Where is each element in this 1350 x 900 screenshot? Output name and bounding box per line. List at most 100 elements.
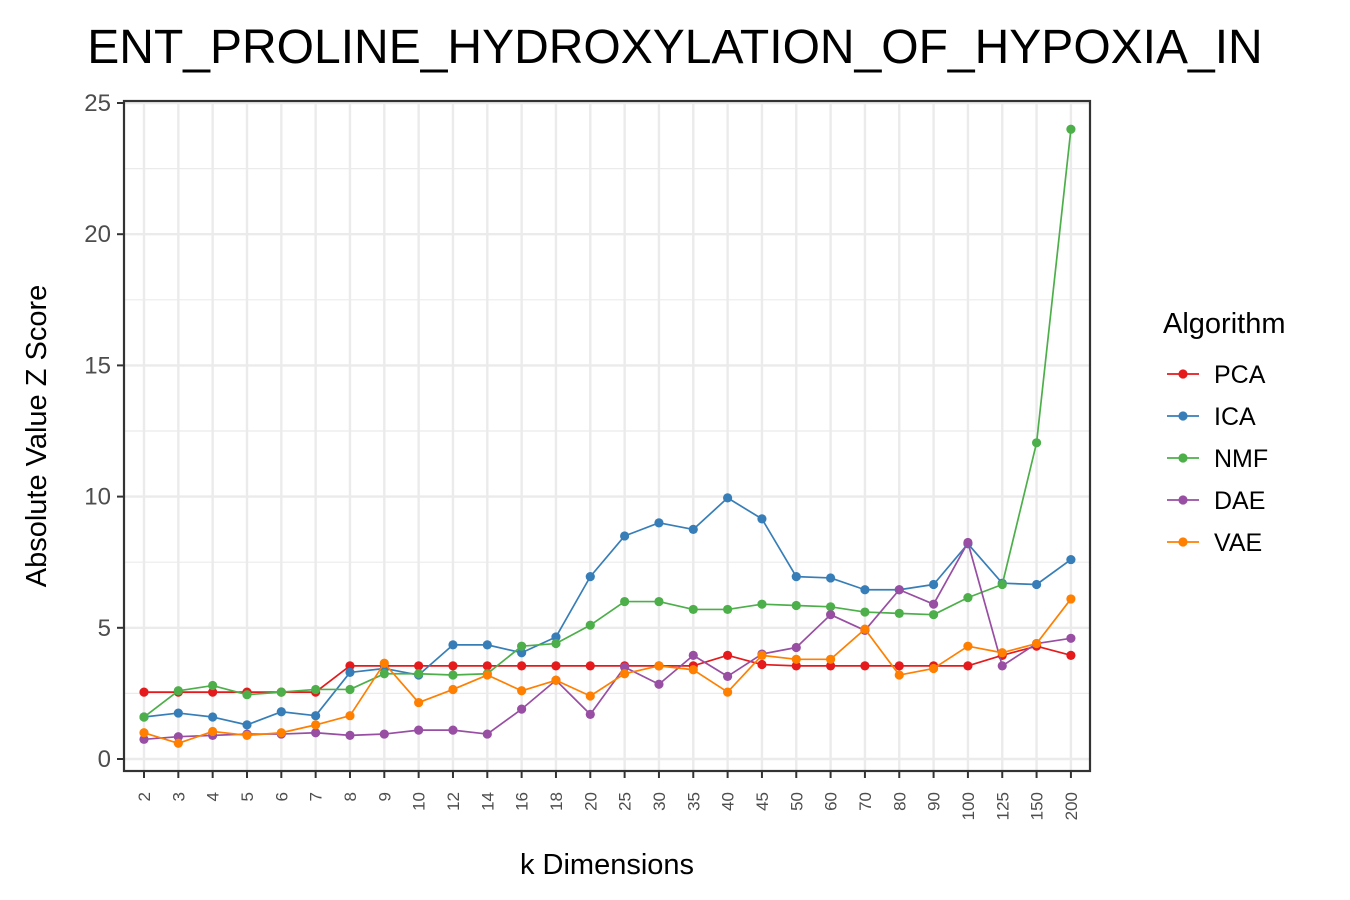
data-point-pca [826, 661, 836, 671]
data-point-nmf [654, 596, 664, 607]
legend-item-ica: ICA [1167, 403, 1256, 431]
chart-title: ENT_PROLINE_HYDROXYLATION_OF_HYPOXIA_IN [87, 21, 1262, 74]
x-tick-label: 50 [787, 792, 806, 811]
x-tick-label: 35 [684, 792, 703, 811]
x-tick-label: 25 [616, 792, 635, 811]
data-point-nmf [517, 641, 527, 651]
data-point-pca [208, 687, 218, 697]
legend: Algorithm PCA ICA NMF DAE VAE [1163, 308, 1286, 557]
data-point-ica [620, 531, 630, 541]
series-line-pca [144, 645, 1072, 693]
data-point-nmf [757, 599, 767, 609]
data-point-dae [379, 729, 389, 739]
data-point-dae [517, 704, 527, 714]
data-point-vae [448, 684, 458, 695]
data-point-dae [620, 662, 630, 672]
data-point-vae [860, 624, 870, 634]
data-point-ica [551, 632, 561, 642]
data-point-pca [1066, 650, 1076, 660]
data-point-vae [757, 650, 767, 660]
data-point-pca [791, 661, 801, 671]
data-point-ica [688, 524, 698, 535]
data-point-vae [963, 641, 973, 651]
data-point-pca [585, 661, 595, 671]
data-point-dae [1066, 633, 1076, 643]
data-point-pca [517, 661, 527, 671]
data-point-dae [482, 729, 492, 739]
data-point-nmf [894, 608, 904, 618]
data-point-ica [860, 585, 870, 595]
legend-item-nmf: NMF [1167, 445, 1268, 473]
data-point-vae [517, 686, 527, 696]
data-point-ica [517, 648, 527, 658]
x-tick-label: 9 [375, 792, 394, 801]
data-point-nmf [173, 686, 183, 696]
legend-label: PCA [1214, 361, 1266, 389]
data-point-ica [757, 514, 767, 524]
data-point-ica [585, 572, 595, 582]
legend-key-point [1178, 411, 1188, 421]
data-point-vae [723, 687, 733, 697]
data-point-ica [654, 518, 664, 528]
data-point-vae [826, 654, 836, 664]
data-point-dae [414, 725, 424, 735]
data-point-nmf [997, 579, 1007, 590]
data-point-nmf [963, 593, 973, 603]
data-point-dae [826, 610, 836, 620]
data-point-nmf [414, 669, 424, 679]
data-point-nmf [208, 680, 218, 691]
legend-item-pca: PCA [1167, 361, 1266, 389]
legend-key-point [1178, 495, 1188, 505]
data-point-vae [345, 711, 355, 721]
data-point-nmf [620, 596, 630, 607]
x-tick-label: 200 [1062, 792, 1081, 820]
data-point-ica [242, 720, 252, 730]
series-line-ica [143, 497, 1072, 726]
x-tick-label: 80 [890, 792, 909, 811]
data-point-nmf [551, 638, 561, 649]
data-point-vae [894, 670, 904, 680]
data-point-vae [791, 654, 801, 664]
data-point-vae [654, 661, 664, 671]
x-tick-label: 45 [753, 792, 772, 811]
series-line-vae [143, 598, 1072, 745]
legend-label: NMF [1214, 445, 1268, 473]
x-tick-label: 5 [238, 792, 257, 801]
data-point-pca [139, 687, 149, 697]
grid [124, 101, 1090, 771]
data-point-dae [448, 725, 458, 735]
x-tick-label: 125 [993, 792, 1012, 820]
y-axis: 0 5 10 15 20 25 [84, 90, 124, 773]
data-point-nmf [311, 684, 321, 695]
data-point-vae [688, 665, 698, 675]
legend-label: DAE [1214, 487, 1265, 515]
data-point-dae [963, 537, 973, 548]
panel-border [122, 99, 1092, 773]
data-point-nmf [242, 690, 252, 700]
series-nmf [139, 124, 1076, 722]
data-point-vae [1066, 594, 1076, 604]
y-tick-label: 5 [98, 615, 111, 642]
legend-item-vae: VAE [1167, 529, 1262, 557]
data-point-ica [1031, 579, 1042, 590]
x-tick-label: 2 [135, 792, 154, 801]
x-axis-title: k Dimensions [520, 849, 694, 881]
data-point-pca [963, 661, 973, 671]
x-tick-label: 12 [444, 792, 463, 811]
data-point-vae [242, 730, 252, 740]
legend-key-point [1178, 369, 1188, 379]
data-point-dae [139, 734, 149, 744]
series-line-dae [143, 541, 1072, 741]
data-point-vae [208, 726, 218, 737]
x-tick-label: 70 [856, 792, 875, 811]
x-tick-label: 3 [169, 792, 188, 801]
data-point-vae [928, 663, 939, 674]
x-tick-label: 10 [410, 792, 429, 811]
legend-title: Algorithm [1163, 308, 1286, 340]
data-point-dae [928, 599, 939, 609]
data-point-pca [482, 661, 492, 671]
data-point-ica [311, 711, 321, 721]
x-tick-label: 7 [307, 792, 326, 801]
x-tick-label: 150 [1028, 792, 1047, 820]
